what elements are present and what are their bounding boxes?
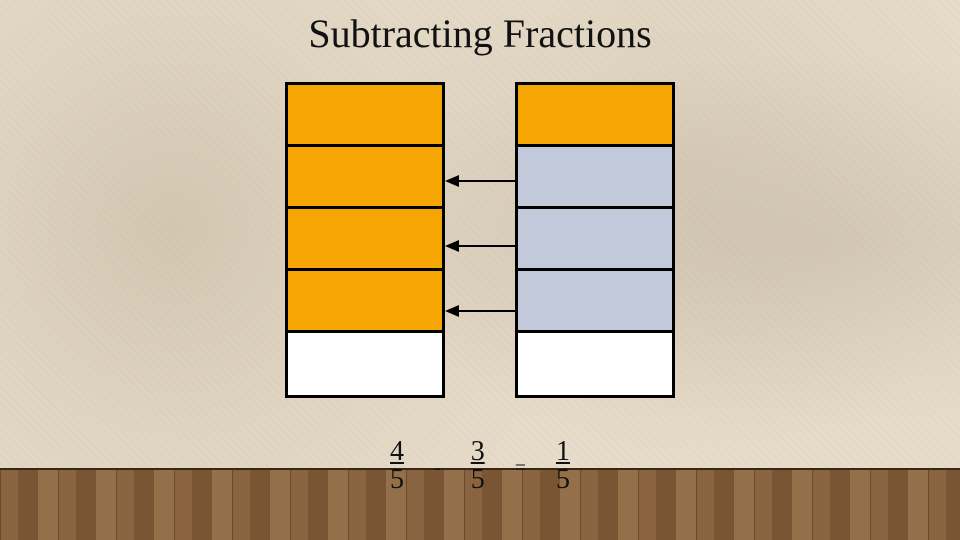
fraction-cell <box>518 209 672 271</box>
fraction-diagram <box>285 82 675 410</box>
left-fraction-bar <box>285 82 445 398</box>
arrow-gap <box>445 82 515 410</box>
fraction-cell <box>518 147 672 209</box>
fraction-cell <box>288 271 442 333</box>
numerator: 4 <box>390 438 404 466</box>
fraction-cell <box>288 147 442 209</box>
fraction-cell <box>288 209 442 271</box>
numerator: 1 <box>556 438 570 466</box>
fraction-cell <box>288 333 442 395</box>
equals-operator: = <box>515 457 526 480</box>
fraction-cell <box>518 271 672 333</box>
fraction-cell <box>288 85 442 147</box>
transfer-arrow <box>445 173 515 189</box>
fraction-cell <box>518 85 672 147</box>
denominator: 5 <box>390 466 404 494</box>
denominator: 5 <box>556 466 570 494</box>
fraction-cell <box>518 333 672 395</box>
fraction-term: 35 <box>471 438 485 494</box>
fraction-term: 45 <box>390 438 404 494</box>
numerator: 3 <box>471 438 485 466</box>
transfer-arrow <box>445 303 515 319</box>
right-fraction-bar <box>515 82 675 398</box>
minus-operator: - <box>434 457 441 480</box>
equation: 45-35=15 <box>390 438 570 494</box>
page-title: Subtracting Fractions <box>308 10 651 57</box>
fraction-term: 15 <box>556 438 570 494</box>
denominator: 5 <box>471 466 485 494</box>
transfer-arrow <box>445 238 515 254</box>
